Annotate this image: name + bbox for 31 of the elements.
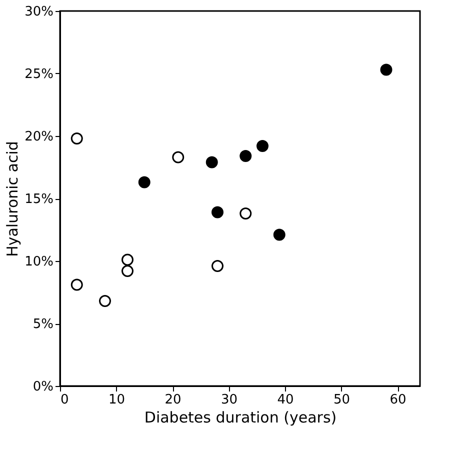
y-tick-label: 5%: [32, 317, 54, 332]
y-tick-label: 30%: [24, 4, 54, 20]
x-tick-label: 50: [333, 392, 350, 408]
point: [99, 295, 111, 307]
x-tick-label: 20: [164, 392, 182, 408]
x-axis-title: Diabetes duration (years): [144, 408, 337, 426]
point: [122, 265, 134, 277]
y-tick-label: 0%: [32, 380, 54, 394]
x-tick-label: 10: [108, 392, 126, 408]
point: [206, 156, 218, 168]
point: [256, 140, 268, 152]
point: [138, 176, 150, 188]
y-tick-label: 10%: [24, 254, 54, 270]
point: [70, 132, 83, 144]
point: [172, 151, 184, 164]
point: [380, 64, 392, 76]
x-tick-label: 40: [277, 392, 294, 408]
point: [70, 278, 83, 291]
point: [240, 150, 252, 162]
x-tick-label: 0: [60, 392, 69, 408]
point: [273, 228, 286, 241]
x-tick-label: 60: [390, 392, 406, 408]
point: [122, 254, 134, 266]
y-tick-label: 15%: [24, 192, 54, 207]
point: [212, 206, 224, 218]
point: [240, 208, 252, 220]
y-axis-title: Hyaluronic acid: [4, 141, 22, 257]
y-tick-label: 20%: [24, 130, 54, 144]
point: [212, 260, 224, 272]
x-tick-label: 30: [220, 392, 238, 408]
y-tick-label: 25%: [24, 67, 54, 82]
